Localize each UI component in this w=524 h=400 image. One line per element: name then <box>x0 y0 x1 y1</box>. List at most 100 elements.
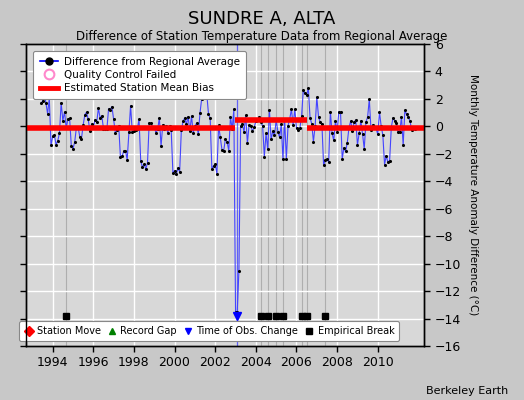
Point <box>252 118 260 124</box>
Point <box>402 111 411 118</box>
Point <box>302 92 311 98</box>
Point <box>258 123 267 129</box>
Point <box>408 127 416 133</box>
Point <box>86 128 94 134</box>
Point <box>338 156 346 162</box>
Point <box>45 95 53 101</box>
Point <box>276 134 284 141</box>
Point <box>372 125 380 132</box>
Point <box>301 90 309 96</box>
Point <box>411 126 419 132</box>
Point <box>119 148 128 154</box>
Point <box>130 128 138 134</box>
Point <box>360 146 368 152</box>
Point <box>170 167 179 174</box>
Point <box>274 128 282 135</box>
Point <box>182 121 191 128</box>
Point <box>308 121 316 127</box>
Point <box>184 113 192 120</box>
Point <box>163 130 172 136</box>
Point <box>262 130 270 136</box>
Point <box>53 137 62 144</box>
Point <box>226 114 235 120</box>
Point <box>399 142 407 148</box>
Point <box>201 91 209 98</box>
Point <box>247 123 255 129</box>
Point <box>141 166 150 172</box>
Text: Berkeley Earth: Berkeley Earth <box>426 386 508 396</box>
Point <box>64 116 72 122</box>
Point <box>343 139 352 146</box>
Point <box>365 96 374 102</box>
Point <box>401 107 409 114</box>
Point <box>257 118 265 125</box>
Point <box>280 116 289 122</box>
Point <box>52 142 60 148</box>
Point <box>116 154 125 160</box>
Point <box>101 125 110 132</box>
Point <box>211 161 220 168</box>
Point <box>299 87 308 94</box>
Point <box>326 108 334 115</box>
Point <box>121 148 129 154</box>
Point <box>97 112 106 119</box>
Point <box>289 122 297 128</box>
Point <box>99 125 107 132</box>
Point <box>213 170 221 177</box>
Point <box>233 308 242 315</box>
Point <box>84 116 92 123</box>
Point <box>309 138 318 145</box>
Point <box>88 120 96 127</box>
Point <box>406 118 414 124</box>
Point <box>228 126 236 132</box>
Point <box>323 156 331 162</box>
Point <box>203 91 211 97</box>
Point <box>188 113 196 119</box>
Point <box>362 119 370 125</box>
Point <box>304 85 312 91</box>
Point <box>240 129 248 135</box>
Point <box>96 115 104 121</box>
Point <box>243 140 252 146</box>
Point <box>71 139 79 145</box>
Point <box>291 106 299 112</box>
Point <box>342 148 350 155</box>
Text: SUNDRE A, ALTA: SUNDRE A, ALTA <box>188 10 336 28</box>
Point <box>223 139 231 145</box>
Point <box>350 119 358 126</box>
Point <box>284 122 292 129</box>
Point <box>392 119 400 126</box>
Point <box>230 106 238 112</box>
Point <box>311 123 319 129</box>
Point <box>397 113 406 120</box>
Point <box>380 161 389 168</box>
Point <box>162 123 170 129</box>
Point <box>135 116 143 122</box>
Point <box>148 124 157 130</box>
Point <box>277 121 286 128</box>
Point <box>245 122 253 128</box>
Point <box>199 91 208 98</box>
Point <box>335 108 343 115</box>
Point <box>91 116 99 123</box>
Point <box>324 159 333 165</box>
Point <box>194 131 202 138</box>
Point <box>55 130 63 136</box>
Point <box>379 132 387 138</box>
Point <box>389 115 397 121</box>
Point <box>214 122 223 128</box>
Point <box>374 131 382 138</box>
Point <box>269 128 277 135</box>
Point <box>177 126 185 133</box>
Point <box>352 117 360 123</box>
Point <box>396 129 404 135</box>
Point <box>292 125 301 132</box>
Point <box>328 130 336 136</box>
Point <box>225 148 233 154</box>
Point <box>143 160 151 166</box>
Point <box>82 109 91 116</box>
Point <box>137 158 145 164</box>
Point <box>216 134 224 141</box>
Point <box>72 124 81 131</box>
Point <box>93 119 101 126</box>
